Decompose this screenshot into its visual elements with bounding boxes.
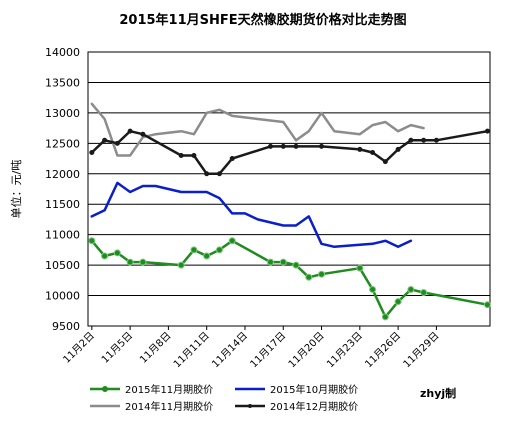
x-tick-label: 11月11日 [171,330,212,371]
series-4-point [484,128,490,134]
series-4-point [319,143,325,149]
y-tick-label: 14000 [45,46,80,59]
y-tick-label: 10000 [45,290,80,303]
series-4-point [395,146,401,152]
series-4-point [421,137,427,143]
series-1-point [381,313,389,321]
chart-credit: zhyj制 [420,386,456,400]
series-line-2 [90,181,413,249]
series-1-point [88,237,96,245]
series-1-point [113,249,121,257]
legend-label-4: 2014年12月期胶价 [270,400,358,413]
series-4-point [280,143,286,149]
series-1-point [483,301,491,309]
chart-title: 2015年11月SHFE天然橡胶期货价格对比走势图 [119,12,406,28]
series-4-point [433,137,439,143]
series-4-point [370,149,376,155]
x-tick-label: 11月2日 [61,330,97,366]
series-4-point [140,131,146,137]
series-1-point [292,261,300,269]
series-1-point [215,246,223,254]
y-axis-label: 单位：元/吨 [9,160,23,219]
series-1-point [203,252,211,260]
series-line-3 [90,102,425,157]
y-tick-label: 11500 [45,198,80,211]
series-4-point [293,143,299,149]
series-4-point [267,143,273,149]
series-1-point [266,258,274,266]
x-tick-label: 11月23日 [324,330,365,371]
series-line-1 [90,239,489,319]
series-1-point [190,246,198,254]
series-1-point [139,258,147,266]
series-1-point [305,273,313,281]
series-4-point [216,171,222,177]
series-4-point [408,137,414,143]
y-tick-label: 13000 [45,107,80,120]
series-1-point [407,285,415,293]
legend-marker-4 [248,404,252,408]
series-1-point [228,237,236,245]
series-1-point [369,285,377,293]
series-4-point [89,149,95,155]
y-tick-label: 10500 [45,259,80,272]
x-tick-label: 11月29日 [401,330,442,371]
series-1-point [177,261,185,269]
y-tick-label: 12500 [45,137,80,150]
series-4-point [127,128,133,134]
series-line-4 [90,129,489,176]
plot-frame [87,51,491,327]
y-tick-label: 13500 [45,76,80,89]
series-1-point [356,264,364,272]
series-1-point [126,258,134,266]
series-1-point [420,289,428,297]
series-4-point [191,153,197,159]
legend-label-3: 2014年11月期胶价 [125,400,213,413]
series-1-point [279,258,287,266]
x-tick-label: 11月26日 [363,330,404,371]
y-tick-label: 9500 [52,320,80,333]
x-tick-label: 11月8日 [137,330,173,366]
series-4-point [357,146,363,152]
series-4-point [102,137,108,143]
x-tick-label: 11月20日 [286,330,327,371]
x-tick-label: 11月5日 [99,330,135,366]
legend-label-2: 2015年10月期胶价 [270,383,358,396]
y-tick-label: 12000 [45,168,80,181]
series-1-point [318,270,326,278]
legend-label-1: 2015年11月期胶价 [125,383,213,396]
series-4-point [114,140,120,146]
legend-marker-1 [102,386,108,392]
y-tick-label: 11000 [45,229,80,242]
series-4-point [229,156,235,162]
series-4-point [204,171,210,177]
series-1-point [394,298,402,306]
x-tick-label: 11月17日 [248,330,289,371]
x-tick-label: 11月14日 [209,330,250,371]
series-4-point [178,153,184,159]
series-4-point [382,159,388,165]
series-1-point [101,252,109,260]
